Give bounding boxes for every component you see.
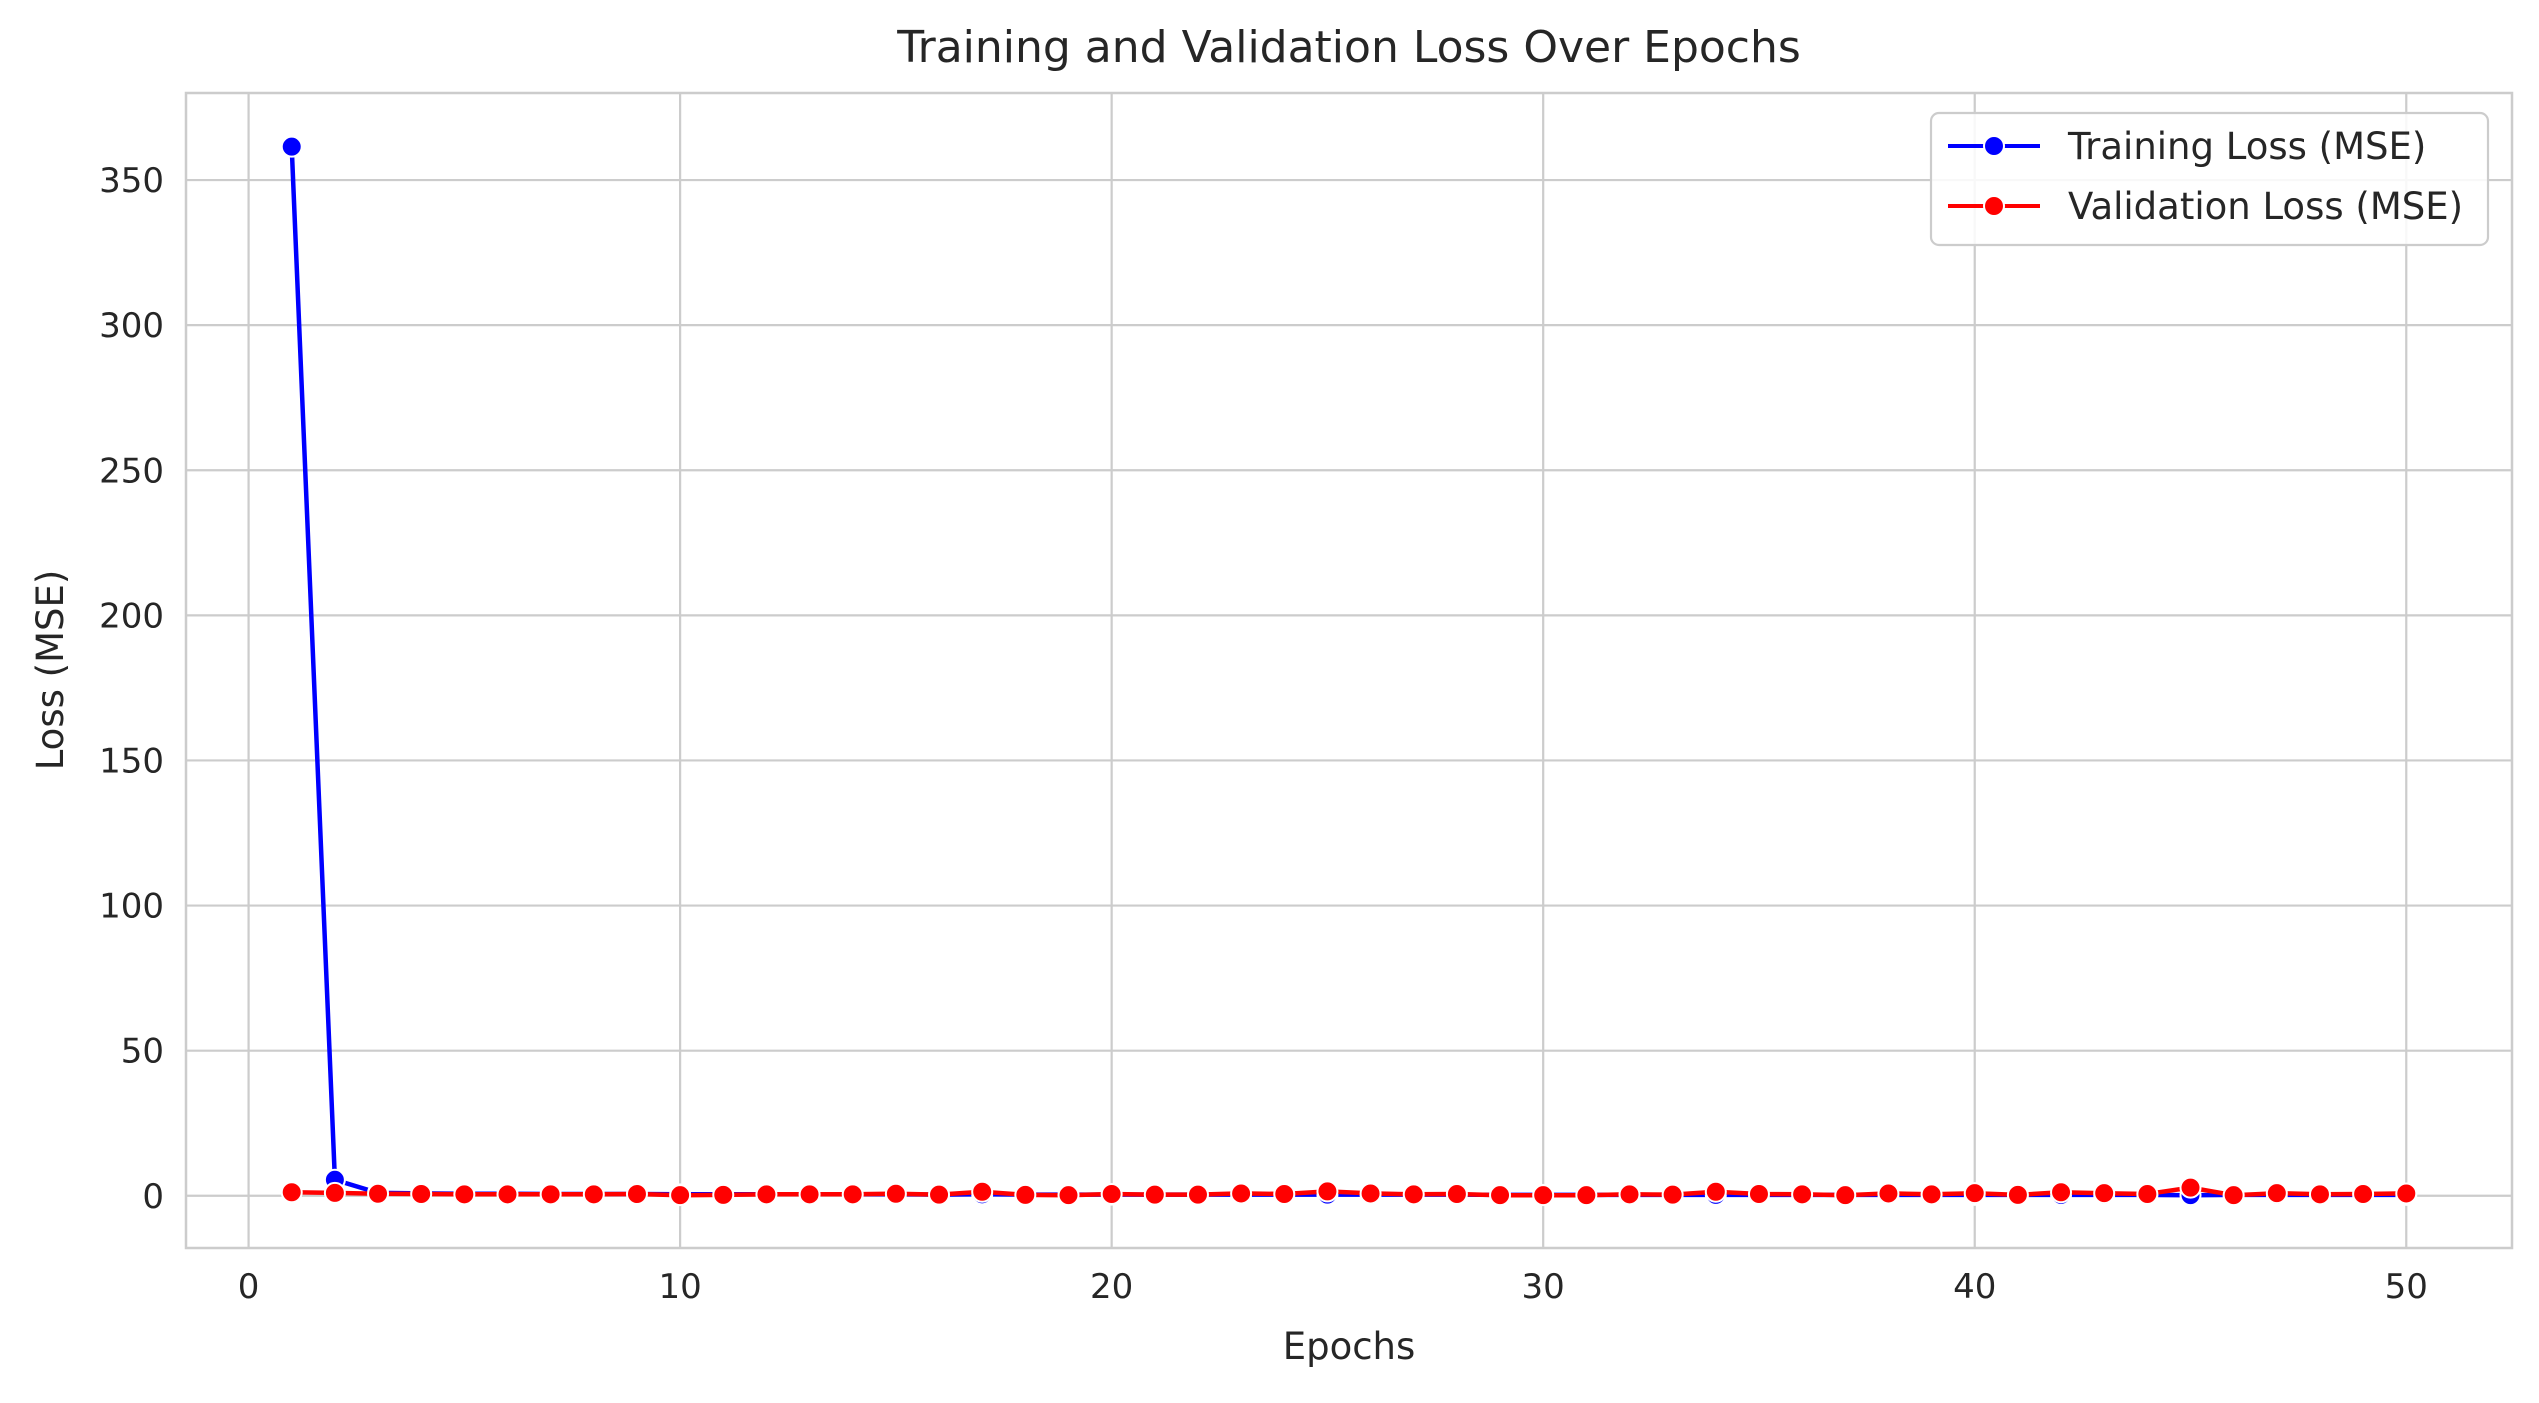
validation-loss-point bbox=[1963, 1182, 1986, 1205]
x-tick-label: 10 bbox=[658, 1267, 701, 1307]
training-loss-point bbox=[280, 135, 303, 158]
legend-training-marker bbox=[1983, 135, 2005, 157]
validation-loss-point bbox=[1230, 1182, 1253, 1205]
y-tick-label: 0 bbox=[142, 1177, 164, 1217]
validation-loss-point bbox=[1445, 1183, 1468, 1206]
validation-loss-point bbox=[1100, 1183, 1123, 1206]
chart-title: Training and Validation Loss Over Epochs bbox=[896, 22, 1801, 73]
validation-loss-point bbox=[1359, 1182, 1382, 1205]
validation-loss-point bbox=[1402, 1183, 1425, 1206]
validation-loss-series bbox=[280, 1176, 2418, 1207]
validation-loss-point bbox=[2050, 1181, 2073, 1204]
validation-loss-point bbox=[1186, 1183, 1209, 1206]
validation-loss-point bbox=[1575, 1184, 1598, 1207]
x-tick-label: 30 bbox=[1522, 1267, 1565, 1307]
validation-loss-point bbox=[712, 1183, 735, 1206]
validation-loss-point bbox=[410, 1183, 433, 1206]
validation-loss-point bbox=[1014, 1183, 1037, 1206]
x-tick-label: 50 bbox=[2385, 1267, 2428, 1307]
validation-loss-point bbox=[841, 1183, 864, 1206]
legend-validation-marker bbox=[1983, 195, 2005, 217]
x-axis-label: Epochs bbox=[1283, 1325, 1416, 1368]
validation-loss-point bbox=[971, 1180, 994, 1203]
y-tick-label: 50 bbox=[121, 1032, 164, 1072]
series-layer bbox=[280, 135, 2418, 1207]
legend-box bbox=[1929, 111, 2490, 247]
y-tick-labels: 0 50 100 150 200 250 300 350 bbox=[99, 161, 164, 1217]
y-axis-label: Loss (MSE) bbox=[29, 570, 72, 771]
validation-loss-point bbox=[2179, 1176, 2202, 1199]
legend: Training Loss (MSE) Validation Loss (MSE… bbox=[1929, 111, 2490, 247]
validation-loss-point bbox=[367, 1182, 390, 1205]
validation-loss-point bbox=[1747, 1183, 1770, 1206]
validation-loss-point bbox=[453, 1183, 476, 1206]
legend-entry-validation: Validation Loss (MSE) bbox=[1948, 185, 2463, 228]
validation-loss-point bbox=[2265, 1182, 2288, 1205]
validation-loss-point bbox=[1057, 1184, 1080, 1207]
validation-loss-point bbox=[539, 1183, 562, 1206]
validation-loss-point bbox=[2093, 1182, 2116, 1205]
validation-loss-point bbox=[2352, 1183, 2375, 1206]
validation-loss-point bbox=[1791, 1183, 1814, 1206]
validation-loss-point bbox=[798, 1183, 821, 1206]
validation-loss-point bbox=[1704, 1180, 1727, 1203]
legend-validation-label: Validation Loss (MSE) bbox=[2068, 185, 2463, 228]
x-tick-label: 20 bbox=[1090, 1267, 1133, 1307]
y-tick-label: 300 bbox=[99, 306, 164, 346]
validation-loss-point bbox=[1618, 1183, 1641, 1206]
legend-training-label: Training Loss (MSE) bbox=[2067, 125, 2426, 168]
x-grid-lines bbox=[247, 93, 2408, 1248]
validation-loss-point bbox=[1834, 1184, 1857, 1207]
y-tick-label: 350 bbox=[99, 161, 164, 201]
validation-loss-point bbox=[1920, 1183, 1943, 1206]
legend-entry-training: Training Loss (MSE) bbox=[1948, 125, 2426, 168]
validation-loss-point bbox=[2395, 1182, 2418, 1205]
validation-loss-point bbox=[1143, 1183, 1166, 1206]
plot-frame bbox=[184, 91, 2514, 1250]
validation-loss-point bbox=[582, 1183, 605, 1206]
validation-loss-point bbox=[928, 1183, 951, 1206]
validation-loss-point bbox=[2006, 1183, 2029, 1206]
y-tick-label: 200 bbox=[99, 596, 164, 636]
x-tick-labels: 0 10 20 30 40 50 bbox=[238, 1267, 2428, 1307]
validation-loss-point bbox=[1877, 1182, 1900, 1205]
validation-loss-point bbox=[280, 1181, 303, 1204]
y-tick-label: 150 bbox=[99, 741, 164, 781]
x-tick-label: 0 bbox=[238, 1267, 260, 1307]
x-tick-label: 40 bbox=[1953, 1267, 1996, 1307]
validation-loss-point bbox=[669, 1184, 692, 1207]
validation-loss-point bbox=[2222, 1184, 2245, 1207]
validation-loss-point bbox=[625, 1183, 648, 1206]
validation-loss-point bbox=[2136, 1183, 2159, 1206]
y-tick-label: 250 bbox=[99, 451, 164, 491]
y-tick-label: 100 bbox=[99, 887, 164, 927]
validation-loss-point bbox=[2308, 1183, 2331, 1206]
validation-loss-point bbox=[1316, 1180, 1339, 1203]
validation-loss-point bbox=[1273, 1183, 1296, 1206]
validation-loss-point bbox=[1489, 1184, 1512, 1207]
validation-loss-point bbox=[884, 1182, 907, 1205]
validation-loss-point bbox=[323, 1181, 346, 1204]
validation-loss-point bbox=[496, 1183, 519, 1206]
validation-loss-point bbox=[1532, 1184, 1555, 1207]
validation-loss-point bbox=[1661, 1183, 1684, 1206]
validation-loss-point bbox=[755, 1183, 778, 1206]
